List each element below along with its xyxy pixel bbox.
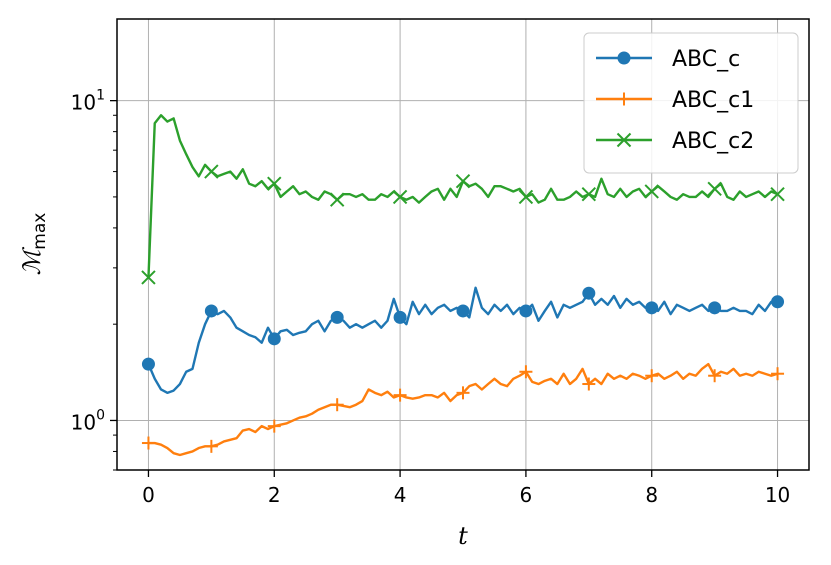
x-axis-label: t xyxy=(458,522,468,550)
legend-entry-abc-c1: ABC_c1 xyxy=(596,88,754,113)
legend-entry-abc-c2: ABC_c2 xyxy=(596,129,754,154)
series-marker-abc-c xyxy=(141,357,155,371)
legend-entries: ABC_c ABC_c1 ABC_c2 xyxy=(596,47,754,154)
series-marker-abc-c1 xyxy=(141,436,155,450)
series-marker-abc-c xyxy=(393,310,407,324)
series-marker-abc-c1 xyxy=(645,369,659,383)
y-axis-label-main: ℳ xyxy=(18,246,46,275)
series-marker-abc-c xyxy=(645,301,659,315)
legend-label: ABC_c2 xyxy=(672,129,754,154)
series-marker-abc-c1 xyxy=(519,365,533,379)
series-marker-abc-c1 xyxy=(330,398,344,412)
y-tick-label-base: 10 xyxy=(71,91,96,115)
series-marker-abc-c1 xyxy=(771,367,785,381)
series-marker-abc-c2-stroke xyxy=(204,164,219,179)
series-marker-abc-c2 xyxy=(204,164,219,179)
x-tick-label: 2 xyxy=(268,483,281,507)
series-marker-abc-c xyxy=(519,304,533,318)
series-marker-abc-c xyxy=(582,286,596,300)
series-marker-abc-c2-stroke xyxy=(392,189,408,205)
y-tick-label-exponent: 1 xyxy=(96,88,105,104)
series-marker-abc-c1 xyxy=(456,386,470,400)
y-tick-label-exponent: 0 xyxy=(96,407,105,423)
x-tick-label: 8 xyxy=(645,483,658,507)
legend: ABC_c ABC_c1 ABC_c2 xyxy=(583,32,799,174)
series-marker-abc-c2 xyxy=(770,186,785,202)
x-tick-label: 0 xyxy=(142,483,155,507)
series-marker-abc-c2-stroke xyxy=(707,181,722,197)
series-marker-abc-c xyxy=(267,332,281,346)
series-marker-abc-c1 xyxy=(267,419,281,433)
series-marker-abc-c2-stroke xyxy=(455,173,471,189)
series-marker-abc-c xyxy=(456,304,470,318)
series-marker-abc-c1 xyxy=(204,439,218,453)
series-marker-abc-c2-stroke xyxy=(518,189,534,205)
x-tick-label: 10 xyxy=(765,483,790,507)
legend-label: ABC_c xyxy=(672,47,740,72)
legend-swatch-marker-stroke xyxy=(616,132,632,148)
series-marker-abc-c2-stroke xyxy=(644,184,659,199)
series-marker-abc-c2 xyxy=(392,189,408,205)
legend-entry-abc-c: ABC_c xyxy=(596,47,740,72)
series-marker-abc-c1 xyxy=(582,377,596,391)
series-marker-abc-c1 xyxy=(708,369,722,383)
legend-swatch-marker xyxy=(617,92,631,106)
series-marker-abc-c2 xyxy=(518,189,534,205)
y-tick-label: 100 xyxy=(71,407,105,434)
legend-label: ABC_c1 xyxy=(672,88,754,113)
x-tick-label: 4 xyxy=(394,483,407,507)
x-tick-label: 6 xyxy=(520,483,533,507)
legend-box xyxy=(583,32,799,174)
series-marker-abc-c2-stroke xyxy=(770,186,785,202)
y-axis-label: ℳmax xyxy=(18,213,50,276)
series-marker-abc-c2 xyxy=(329,192,345,207)
series-layer xyxy=(141,114,785,457)
plot-frame xyxy=(116,18,810,471)
series-marker-abc-c2 xyxy=(581,186,597,202)
series-marker-abc-c2 xyxy=(455,173,471,189)
legend-swatch-marker xyxy=(616,132,632,148)
series-marker-abc-c2 xyxy=(644,184,659,199)
legend-swatch-marker xyxy=(617,51,631,65)
series-marker-abc-c2 xyxy=(267,176,282,191)
series-marker-abc-c xyxy=(330,310,344,324)
series-marker-abc-c2-stroke xyxy=(329,192,345,207)
y-tick-label: 101 xyxy=(71,88,105,115)
series-marker-abc-c xyxy=(204,304,218,318)
series-marker-abc-c2-stroke xyxy=(581,186,597,202)
grid xyxy=(117,19,809,470)
series-marker-abc-c2-stroke xyxy=(141,270,156,285)
y-axis-label-sub: max xyxy=(30,213,50,250)
y-tick-label-base: 10 xyxy=(71,410,96,434)
series-marker-abc-c2 xyxy=(707,181,722,197)
series-marker-abc-c xyxy=(708,301,722,315)
series-marker-abc-c2-stroke xyxy=(267,176,282,191)
series-marker-abc-c xyxy=(771,295,785,309)
series-marker-abc-c2 xyxy=(141,270,156,285)
series-marker-abc-c1 xyxy=(393,388,407,402)
